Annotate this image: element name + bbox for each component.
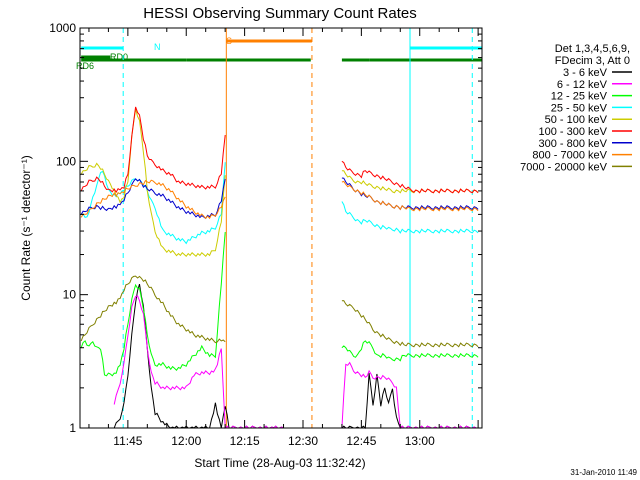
- y-tick-label: 10: [63, 288, 77, 302]
- event-lines: [122, 28, 473, 428]
- legend-label: 6 - 12 keV: [557, 79, 608, 91]
- y-axis-label: Count Rate (s⁻¹ detector⁻¹): [19, 155, 33, 300]
- series-line: [80, 275, 226, 344]
- y-axis: 1 10 100 1000: [49, 21, 482, 435]
- series-line: [80, 179, 226, 220]
- y-tick-label: 100: [56, 154, 76, 168]
- flag-rd6-label: RD6: [76, 61, 94, 71]
- series-line: [341, 180, 479, 212]
- series-line: [80, 231, 226, 377]
- y-tick-label: 1000: [49, 21, 76, 35]
- x-tick-label: 12:00: [171, 434, 201, 448]
- x-tick-label: 11:45: [113, 434, 142, 448]
- plot-frame: [79, 27, 483, 429]
- legend: Det 1,3,4,5,6,9,FDecim 3, Att 03 - 6 keV…: [520, 43, 632, 173]
- series-line: [341, 300, 479, 348]
- series-group: [80, 106, 479, 430]
- series-line: [341, 160, 479, 194]
- legend-label: 7000 - 20000 keV: [520, 161, 608, 173]
- x-axis: 11:45 12:00 12:15 12:30 12:45 13:00: [88, 28, 479, 448]
- legend-label: 3 - 6 keV: [563, 67, 608, 79]
- x-axis-label: Start Time (28-Aug-03 11:32:42): [194, 456, 365, 470]
- legend-header: Det 1,3,4,5,6,9,: [555, 43, 630, 55]
- legend-header: FDecim 3, Att 0: [555, 55, 630, 67]
- flag-s-label: S: [226, 36, 232, 46]
- series-line: [80, 106, 226, 194]
- x-tick-label: 12:30: [288, 434, 318, 448]
- legend-label: 25 - 50 keV: [551, 102, 608, 114]
- series-line: [341, 361, 479, 430]
- chart-title: HESSI Observing Summary Count Rates: [143, 5, 416, 22]
- flag-rd0-label: RD0: [110, 52, 128, 62]
- series-line: [81, 162, 226, 245]
- timestamp: 31-Jan-2010 11:49: [570, 468, 637, 477]
- x-tick-label: 12:45: [346, 434, 376, 448]
- x-tick-label: 13:00: [405, 434, 435, 448]
- series-line: [341, 201, 479, 234]
- series-line: [341, 177, 479, 211]
- flag-bars: N RD0 RD6 S: [76, 36, 482, 71]
- series-line: [341, 340, 479, 362]
- legend-label: 50 - 100 keV: [545, 114, 608, 126]
- legend-label: 12 - 25 keV: [551, 91, 608, 103]
- legend-label: 300 - 800 keV: [539, 138, 608, 150]
- y-tick-label: 1: [69, 421, 76, 435]
- legend-label: 800 - 7000 keV: [532, 150, 607, 162]
- series-line: [80, 178, 226, 220]
- x-tick-label: 12:15: [230, 434, 260, 448]
- series-line: [80, 109, 226, 258]
- flag-n-label: N: [154, 42, 161, 52]
- legend-label: 100 - 300 keV: [539, 126, 608, 138]
